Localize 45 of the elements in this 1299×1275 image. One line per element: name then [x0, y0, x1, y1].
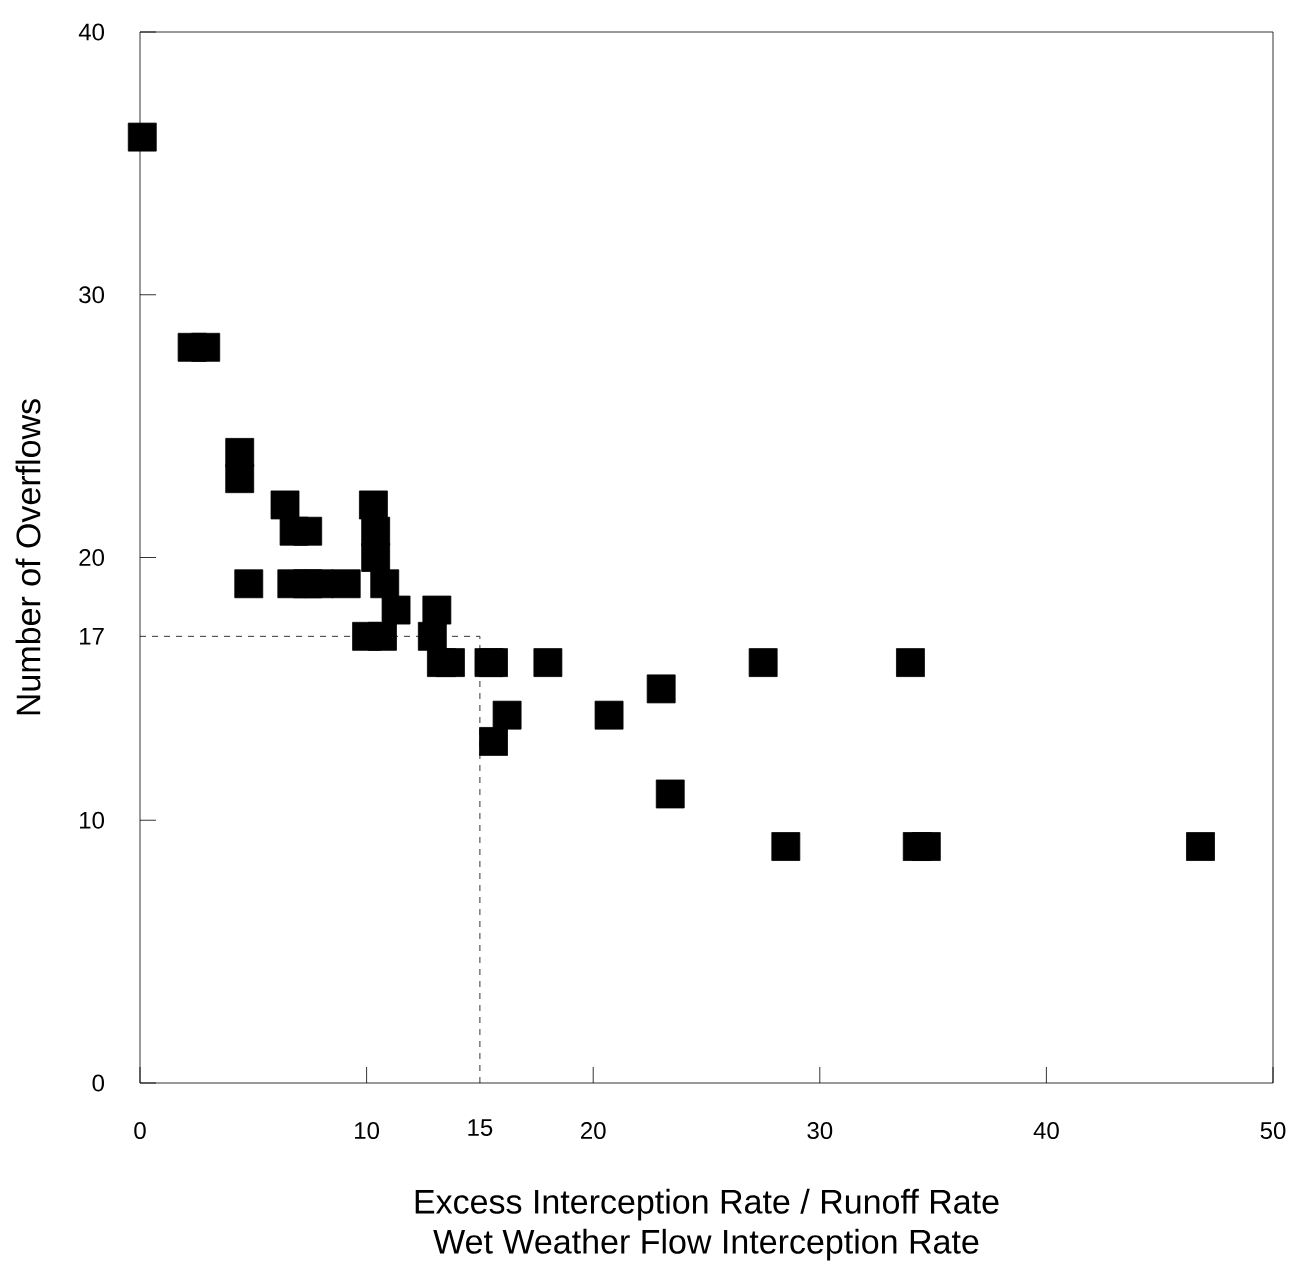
x-tick-label: 20 [581, 1122, 606, 1140]
point [911, 832, 941, 861]
x-tick-label: 10 [355, 1122, 380, 1140]
point [361, 516, 391, 546]
point [1186, 832, 1215, 861]
point [417, 621, 447, 651]
point [191, 332, 221, 362]
point [370, 569, 400, 599]
x-tick-label: 30 [807, 1122, 833, 1140]
y-axis-title: Number of Overflows [15, 399, 41, 715]
point [479, 648, 508, 677]
point [479, 727, 508, 756]
point [436, 648, 465, 677]
point [127, 122, 157, 152]
y-tick-label: 0 [92, 1074, 105, 1092]
x-tick-label: 40 [1033, 1122, 1059, 1140]
x-tick-label: 50 [1260, 1122, 1286, 1140]
point [646, 674, 676, 704]
point [533, 648, 563, 677]
point [359, 490, 388, 520]
point [896, 648, 925, 677]
point [225, 438, 255, 467]
point [304, 569, 334, 599]
point [225, 464, 255, 494]
y-tick-label: 20 [79, 549, 104, 566]
x-axis-title: Excess Interception Rate / Runoff Rate Wet Weather Flow Interception Rate [415, 1188, 999, 1261]
point [368, 621, 397, 651]
point [748, 648, 778, 677]
point [331, 569, 361, 599]
ref-line-label: 15 [468, 1119, 493, 1136]
y-tick-label: 40 [78, 23, 104, 41]
y-tick-label: 30 [79, 286, 104, 304]
point [655, 779, 685, 809]
point [293, 516, 323, 546]
ref-line-label: 17 [80, 628, 104, 645]
point [594, 700, 624, 730]
point [422, 595, 452, 625]
point [361, 543, 391, 572]
y-tick-label: 10 [80, 811, 104, 829]
point [270, 490, 300, 520]
point [492, 700, 522, 730]
point [381, 595, 411, 625]
x-tick-label: 0 [134, 1122, 146, 1140]
point [234, 569, 264, 599]
point [771, 832, 801, 861]
